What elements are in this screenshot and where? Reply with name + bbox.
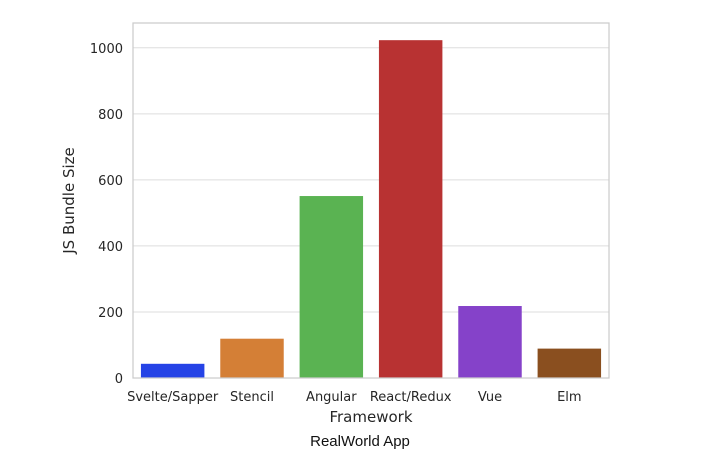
bar-react-redux — [378, 40, 443, 379]
bar-elm — [537, 348, 602, 378]
x-tick-labels: Svelte/Sapper Stencil Angular React/Redux Vu… — [127, 390, 581, 405]
y-gridlines — [133, 47, 609, 379]
bar-svelte-sapper — [140, 363, 205, 378]
y-tick-labels: 0 200 400 600 800 1000 — [90, 42, 123, 387]
y-tick-label-2: 400 — [98, 240, 123, 255]
y-tick-label-1: 200 — [98, 306, 123, 321]
x-tick-label-5: Elm — [557, 390, 582, 405]
bars — [140, 40, 602, 379]
y-axis-label: JS Bundle Size — [60, 147, 78, 255]
x-tick-label-4: Vue — [478, 390, 502, 405]
plot-frame — [132, 22, 610, 379]
bar-vue — [458, 306, 522, 378]
y-tick-label-5: 1000 — [90, 42, 123, 57]
chart-caption: RealWorld App — [310, 433, 410, 450]
y-tick-label-3: 600 — [98, 174, 123, 189]
x-tick-label-3: React/Redux — [370, 390, 452, 405]
x-tick-label-2: Angular — [306, 390, 357, 405]
y-tick-label-0: 0 — [115, 372, 123, 387]
bar-stencil — [220, 338, 284, 378]
bar-angular — [299, 196, 364, 378]
x-tick-label-1: Stencil — [230, 390, 274, 405]
x-axis-label: Framework — [329, 408, 412, 426]
x-tick-label-0: Svelte/Sapper — [127, 390, 219, 405]
y-tick-label-4: 800 — [98, 108, 123, 123]
